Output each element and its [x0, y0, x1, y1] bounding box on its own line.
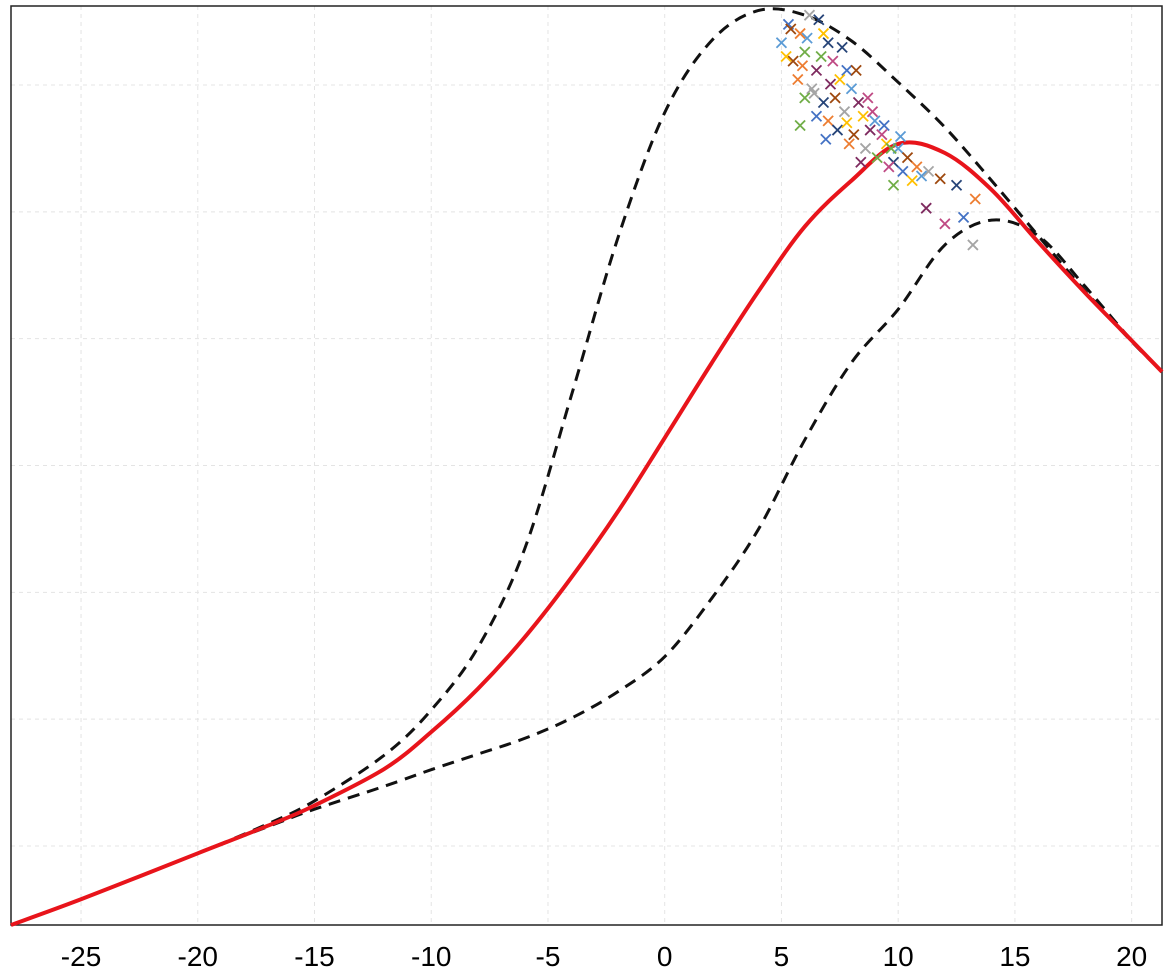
lower-bound-curve [10, 218, 1164, 927]
scatter-point [969, 193, 981, 205]
scatter-point [822, 115, 834, 127]
scatter-point [957, 211, 970, 224]
scatter-point [852, 96, 865, 109]
scatter-point [820, 133, 832, 145]
scatter-point [883, 161, 895, 173]
grid-lines [11, 6, 1162, 925]
scatter-point [822, 37, 834, 49]
scatter-point [792, 73, 804, 86]
scatter-point [911, 161, 923, 173]
scatter-markers [775, 9, 981, 251]
scatter-point [864, 124, 876, 136]
scatter-point [878, 119, 890, 132]
x-tick-label: -25 [61, 941, 101, 972]
scatter-point [785, 23, 797, 35]
scatter-point [799, 46, 811, 58]
x-axis-ticks: -25 -20 -15 -10 -5 0 5 10 15 20 [61, 941, 1147, 972]
scatter-point [897, 165, 909, 178]
scatter-point [876, 129, 888, 141]
scatter-point [859, 142, 872, 155]
scatter-point [799, 92, 811, 104]
scatter-point [829, 92, 841, 104]
scatter-point [810, 64, 823, 76]
scatter-point [922, 165, 935, 178]
scatter-point [836, 41, 848, 53]
scatter-point [934, 173, 946, 185]
upper-bound-curve [10, 7, 1164, 927]
scatter-point [887, 179, 900, 191]
plot-frame [10, 5, 1163, 926]
main-curve [10, 140, 1164, 927]
x-tick-label: 0 [657, 941, 673, 972]
x-tick-label: 20 [1116, 941, 1147, 972]
x-tick-label: -15 [294, 941, 334, 972]
x-tick-label: 5 [774, 941, 790, 972]
scatter-point [810, 110, 823, 122]
scatter-point [834, 73, 846, 86]
x-tick-label: -10 [411, 941, 451, 972]
x-tick-label: 10 [883, 941, 914, 972]
curves [10, 7, 1164, 927]
scatter-point [894, 130, 907, 143]
x-tick-label: -20 [178, 941, 218, 972]
scatter-point [794, 27, 806, 40]
scatter-point [920, 202, 932, 214]
scatter-point [906, 174, 918, 187]
scatter-point [848, 129, 860, 141]
scatter-point [827, 55, 839, 67]
scatter-point [824, 78, 837, 90]
scatter-point [808, 87, 820, 99]
scatter-point [775, 37, 788, 49]
scatter-point [855, 156, 867, 168]
scatter-point [817, 96, 830, 109]
scatter-point [850, 64, 862, 76]
scatter-point [843, 138, 855, 150]
x-tick-label: -5 [536, 941, 561, 972]
scatter-point [885, 142, 897, 155]
scatter-point [915, 170, 928, 182]
scatter-point [831, 124, 844, 136]
x-tick-label: 15 [999, 941, 1030, 972]
scatter-point [869, 115, 881, 127]
scatter-point [950, 179, 963, 191]
scatter-point [857, 110, 869, 122]
scatter-point [838, 106, 851, 118]
scatter-point [815, 50, 827, 63]
scatter-point [801, 32, 813, 44]
scatter-point [901, 151, 914, 164]
scatter-point [845, 83, 858, 95]
scatter-point [967, 239, 979, 251]
scatter-point [787, 55, 799, 67]
scatter-point [803, 9, 816, 21]
scatter-point [866, 106, 879, 118]
scatter-point [862, 92, 874, 104]
scatter-point [841, 117, 853, 129]
scatter-point [813, 14, 825, 26]
scatter-point [817, 27, 830, 40]
scatter-point [780, 50, 792, 63]
scatter-point [939, 218, 951, 230]
scatter-point [871, 151, 883, 164]
scatter-point [794, 119, 806, 132]
scatter-point [796, 60, 809, 72]
scatter-point [841, 64, 853, 76]
